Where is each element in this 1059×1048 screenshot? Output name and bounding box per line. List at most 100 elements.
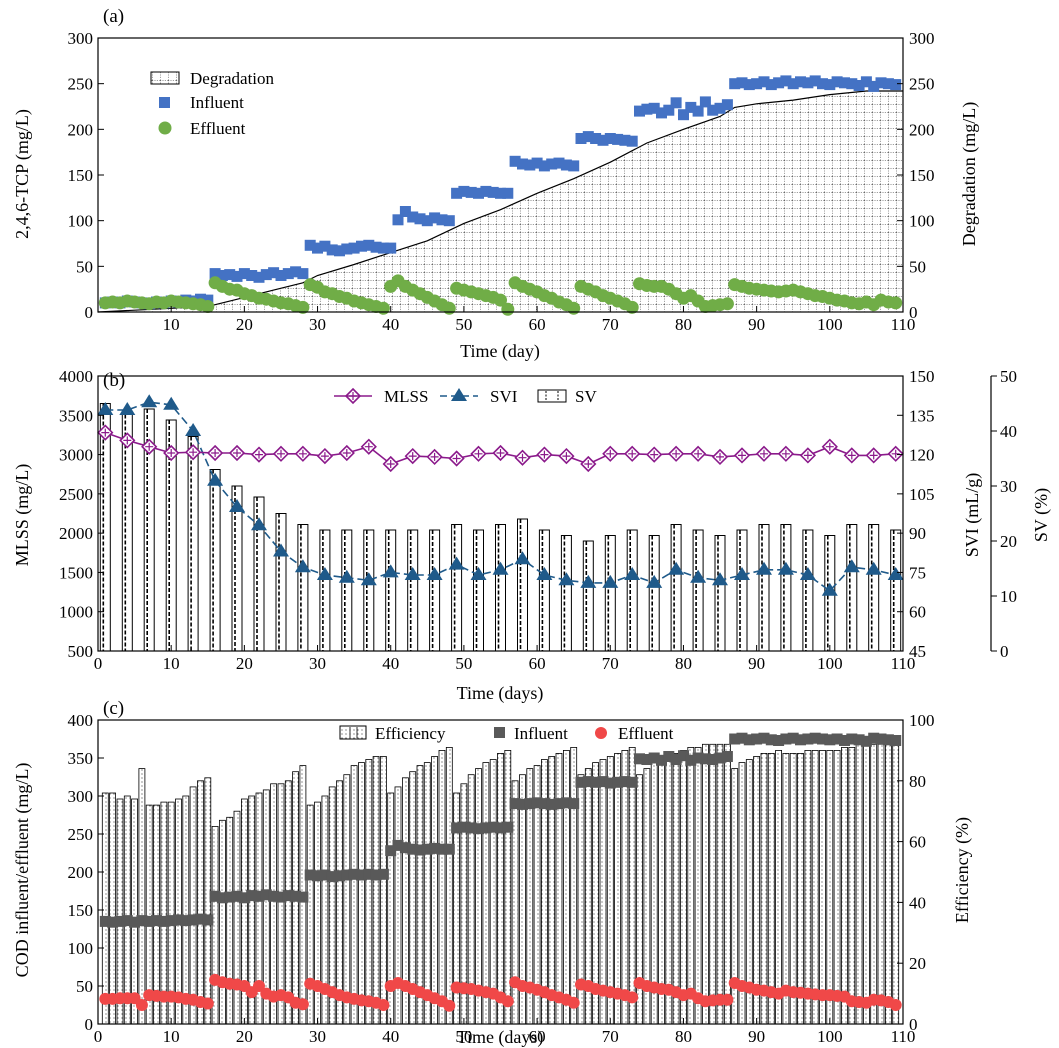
cod-influent-point <box>136 915 148 927</box>
cod-influent-point <box>831 733 843 745</box>
influent-point <box>495 187 506 199</box>
legend-sv-swatch <box>537 389 567 403</box>
influent-point <box>634 105 645 117</box>
mlss-point-cross <box>123 436 132 445</box>
sv-bar <box>714 535 726 652</box>
panel-a-ytick-label: 0 <box>85 303 94 322</box>
effluent-point <box>889 296 903 310</box>
panel-a-ytick-label: 250 <box>68 75 94 94</box>
influent-point <box>765 79 777 91</box>
cod-effluent-point <box>201 997 214 1010</box>
sv-bar <box>868 524 880 652</box>
cod-influent-point <box>282 890 294 902</box>
panel-b-y2tick-label: 120 <box>909 446 935 465</box>
cod-influent-point <box>802 733 814 745</box>
cod-effluent-point <box>377 999 390 1011</box>
mlss-point-cross <box>847 451 856 460</box>
sv-bar <box>670 524 682 652</box>
cod-influent-point <box>399 842 411 854</box>
cod-influent-point <box>787 732 799 744</box>
svi-point <box>536 567 553 580</box>
legend-effluent-label: Effluent <box>190 119 246 138</box>
influent-point <box>882 78 894 90</box>
panel-c-ytick-label: 50 <box>76 977 93 996</box>
efficiency-bar <box>350 765 358 1025</box>
panel-c-legend: Efficiency Influent Effluent <box>339 724 674 743</box>
cod-influent-point <box>356 869 367 881</box>
cod-influent-point <box>626 776 638 788</box>
panel-a-xtick-label: 30 <box>309 315 326 334</box>
mlss-point-cross <box>738 451 746 460</box>
mlss-point-cross <box>672 449 681 458</box>
panel-b-label: (b) <box>103 370 125 391</box>
efficiency-bar <box>416 765 424 1025</box>
influent-point <box>275 270 287 281</box>
efficiency-bar <box>489 759 497 1025</box>
influent-point <box>473 187 484 199</box>
panel-b-xtick-label: 100 <box>817 654 843 673</box>
efficiency-bar <box>226 816 234 1025</box>
influent-point <box>370 241 382 253</box>
panel-b-xtick-label: 50 <box>455 654 472 673</box>
influent-point <box>480 185 492 197</box>
panel-b-xtick-label: 60 <box>529 654 546 673</box>
panel-b-ytick-label: 4000 <box>59 367 93 386</box>
svi-point <box>294 559 311 573</box>
panel-a-y2-axis-label: Degradation (mg/L) <box>959 102 980 246</box>
effluent-point <box>720 297 734 311</box>
efficiency-bar <box>775 750 782 1025</box>
cod-influent-point <box>890 735 902 746</box>
mlss-point-cross <box>145 442 154 451</box>
influent-point <box>568 160 580 172</box>
influent-point <box>458 185 470 197</box>
legend-degradation-swatch <box>150 71 180 85</box>
efficiency-bar <box>760 753 768 1025</box>
influent-point <box>626 135 638 147</box>
sv-bar <box>736 529 748 652</box>
cod-influent-point <box>619 776 631 788</box>
panel-c-ytick-label: 350 <box>68 749 94 768</box>
influent-point <box>743 79 755 91</box>
svi-point <box>843 559 860 573</box>
cod-influent-point <box>743 734 755 746</box>
efficiency-bar <box>716 743 724 1025</box>
influent-point <box>773 77 785 89</box>
legend-influent-marker <box>159 97 170 108</box>
svi-point <box>448 556 465 570</box>
influent-point <box>868 80 880 92</box>
influent-point <box>209 268 221 280</box>
mlss-point-cross <box>430 452 439 461</box>
cod-influent-point <box>721 751 733 762</box>
cod-influent-point <box>714 752 726 764</box>
panel-a-y2tick-label: 250 <box>909 75 935 94</box>
influent-point <box>312 242 323 254</box>
influent-point <box>451 187 463 199</box>
sv-bar <box>209 469 221 652</box>
cod-influent-point <box>290 890 302 902</box>
cod-influent-point <box>641 754 653 765</box>
panel-c-ytick-label: 300 <box>68 787 94 806</box>
mlss-point-cross <box>386 460 395 468</box>
panel-a-y2tick-label: 300 <box>909 29 935 48</box>
influent-point <box>385 242 397 254</box>
mlss-point-cross <box>650 450 659 459</box>
svi-point <box>492 561 509 575</box>
panel-c-xtick-label: 50 <box>455 1027 472 1046</box>
cod-influent-point <box>882 734 894 746</box>
panel-c-xtick-label: 20 <box>236 1027 253 1046</box>
cod-influent-point <box>121 915 133 927</box>
influent-point <box>802 77 814 89</box>
panel-c-label: (c) <box>103 698 124 719</box>
panel-b-ytick-label: 1500 <box>59 563 93 582</box>
mlss-point-cross <box>760 449 768 458</box>
efficiency-bar <box>218 819 226 1025</box>
sv-bar <box>648 535 660 652</box>
influent-point <box>560 159 572 171</box>
legend-efficiency-swatch-lines <box>349 727 358 738</box>
cod-influent-point <box>377 868 389 880</box>
influent-point <box>787 78 799 90</box>
panel-a: 0 50 100 150 200 250 300 0 50 100 150 200 250 300 10 20… <box>12 6 980 362</box>
efficiency-bar <box>555 753 563 1025</box>
cod-influent-point <box>765 734 777 746</box>
